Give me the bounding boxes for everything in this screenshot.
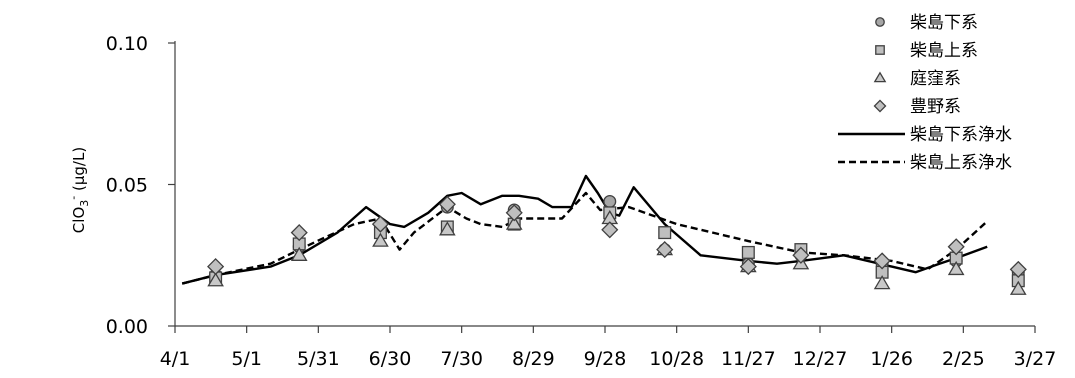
data-point xyxy=(603,194,617,208)
data-point xyxy=(290,224,308,242)
data-point xyxy=(656,241,674,259)
y-tick-label: 0.10 xyxy=(106,33,148,55)
legend-label: 柴島下系浄水 xyxy=(910,125,1012,145)
data-point xyxy=(371,215,390,233)
data-point xyxy=(947,260,965,276)
series-line xyxy=(181,174,988,285)
data-point xyxy=(207,258,225,276)
data-point xyxy=(873,275,891,290)
legend-label: 柴島下系 xyxy=(910,13,978,33)
x-tick-label: 6/30 xyxy=(369,348,412,370)
y-tick-label: 0.00 xyxy=(106,316,148,338)
x-tick-label: 5/1 xyxy=(231,348,262,370)
data-point xyxy=(438,221,456,236)
x-tick-label: 9/28 xyxy=(584,348,627,370)
x-tick-label: 12/27 xyxy=(793,348,848,370)
x-tick-label: 10/28 xyxy=(649,348,704,370)
data-point xyxy=(1009,280,1027,295)
data-point xyxy=(1009,260,1027,278)
legend-marker xyxy=(875,17,885,27)
data-point xyxy=(438,195,456,213)
x-tick-label: 3/27 xyxy=(1014,348,1057,370)
legend-marker xyxy=(873,99,887,113)
legend-marker xyxy=(875,45,885,55)
x-tick-label: 4/1 xyxy=(160,348,191,370)
x-tick-label: 8/29 xyxy=(512,348,555,370)
x-tick-label: 5/31 xyxy=(297,348,340,370)
x-tick-label: 11/27 xyxy=(721,348,776,370)
data-point xyxy=(873,252,891,270)
axes: 0.00 0.05 0.10 4/1 5/1 5/31 6/30 7/30 8/29 9/28 10… xyxy=(106,33,1057,370)
data-point xyxy=(601,221,619,239)
legend-label: 豊野系 xyxy=(910,97,961,117)
data-point xyxy=(792,246,810,264)
series-lines xyxy=(181,174,989,285)
y-axis-label: ClO3- (µg/L) xyxy=(67,147,91,233)
x-tick-label: 2/25 xyxy=(942,348,985,370)
series-markers xyxy=(207,194,1027,295)
data-point xyxy=(947,238,965,256)
data-point xyxy=(739,258,757,276)
legend-marker xyxy=(873,71,887,83)
legend-label: 柴島上系浄水 xyxy=(910,153,1012,173)
data-point xyxy=(372,232,389,247)
data-point xyxy=(207,272,224,287)
data-point xyxy=(658,226,672,240)
data-point xyxy=(741,245,755,259)
data-point xyxy=(290,246,308,261)
x-tick-label: 1/26 xyxy=(870,348,913,370)
data-point xyxy=(505,215,523,230)
data-point xyxy=(505,204,523,222)
series-line xyxy=(181,191,989,285)
y-axis-title: ClO3- (µg/L) xyxy=(67,147,91,233)
legend-label: 庭窪系 xyxy=(910,69,961,89)
y-tick-label: 0.05 xyxy=(106,175,148,197)
x-tick-label: 7/30 xyxy=(440,348,483,370)
legend-label: 柴島上系 xyxy=(910,41,978,61)
